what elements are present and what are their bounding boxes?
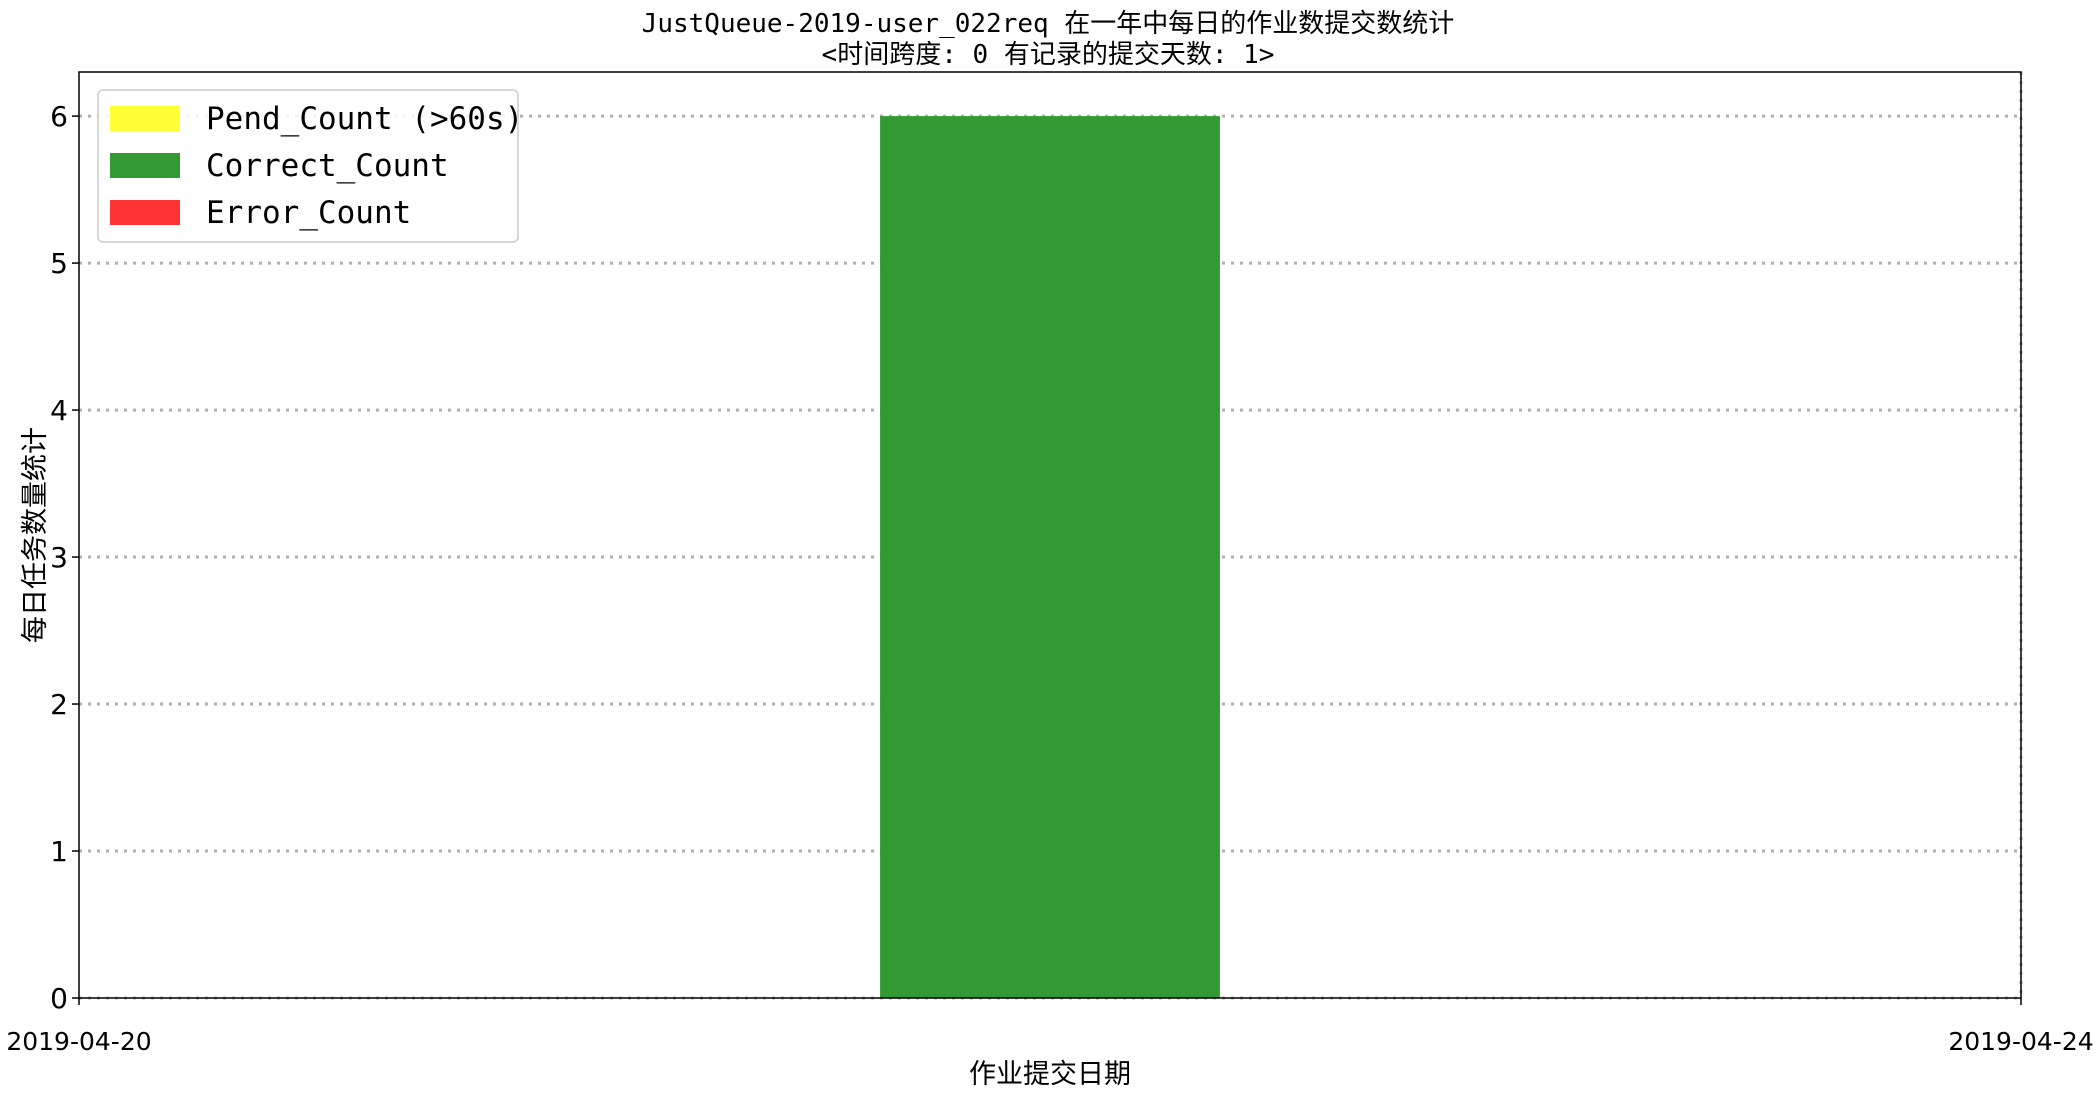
legend-swatch [110,153,180,178]
y-tick-label: 4 [50,394,68,427]
y-tick-label: 0 [50,982,68,1015]
x-tick-label: 2019-04-24 [1948,1027,2093,1056]
x-tick-label: 2019-04-20 [6,1027,151,1056]
legend-label: Error_Count [206,195,411,231]
y-tick-label: 3 [50,541,68,574]
bars [880,116,1220,999]
plot-frame [78,71,2022,999]
y-tick-label: 5 [50,247,68,280]
y-tick-label: 1 [50,835,68,868]
legend-box [97,89,519,243]
legend-swatch [110,106,180,131]
legend: Pend_Count (>60s) Correct_Count Error_Coun… [97,89,523,243]
y-tick-label: 6 [50,100,68,133]
legend-label: Pend_Count (>60s) [206,101,523,137]
chart-title: JustQueue-2019-user_022req 在一年中每日的作业数提交数… [642,9,1455,39]
bar-correct-count [880,116,1220,999]
x-axis-ticks: 2019-04-20 2019-04-24 [6,998,2094,1056]
legend-swatch [110,200,180,225]
y-axis-label: 每日任务数量统计 [20,427,51,643]
x-axis-label: 作业提交日期 [969,1059,1131,1090]
y-tick-label: 2 [50,688,68,721]
chart-subtitle: <时间跨度: 0 有记录的提交天数: 1> [822,40,1275,70]
y-axis-ticks: 0 1 2 3 4 5 6 [50,100,79,1015]
legend-label: Correct_Count [206,148,449,184]
